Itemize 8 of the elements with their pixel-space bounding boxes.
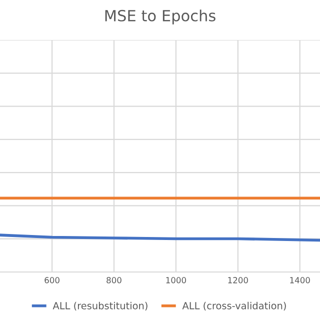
legend-label: ALL (cross-validation): [182, 302, 286, 311]
x-tick-label: 600: [44, 277, 60, 284]
legend-label: ALL (resubstitution): [52, 302, 148, 311]
chart-title: MSE to Epochs: [105, 10, 216, 24]
x-tick-label: 1400: [290, 277, 310, 284]
x-tick-label: 800: [106, 277, 122, 284]
x-tick-label: 1200: [228, 277, 248, 284]
x-tick-label: 1000: [166, 277, 186, 284]
